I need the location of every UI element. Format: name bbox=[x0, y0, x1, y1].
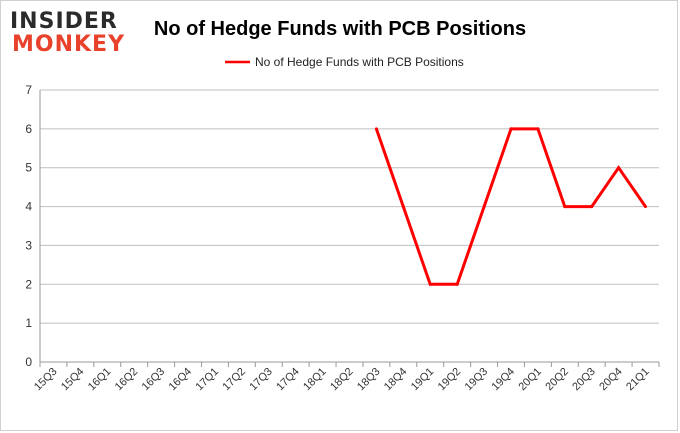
x-tick-label: 16Q1 bbox=[86, 366, 114, 394]
legend: No of Hedge Funds with PCB Positions bbox=[225, 55, 464, 69]
y-tick-label: 7 bbox=[25, 83, 32, 97]
x-tick-label: 19Q2 bbox=[436, 366, 464, 394]
x-tick-label: 17Q2 bbox=[220, 366, 248, 394]
x-tick-label: 20Q2 bbox=[543, 366, 571, 394]
data-point bbox=[374, 127, 378, 131]
x-axis-ticks: 15Q3 15Q4 16Q1 16Q2 16Q3 16Q4 17Q1 17Q2 17Q3 17Q4… bbox=[32, 366, 652, 394]
data-point bbox=[536, 127, 540, 131]
y-tick-label: 2 bbox=[25, 277, 32, 291]
x-tick-label: 17Q3 bbox=[247, 366, 275, 394]
x-tick-label: 18Q2 bbox=[328, 366, 356, 394]
y-tick-label: 4 bbox=[25, 200, 32, 214]
data-point bbox=[617, 166, 621, 170]
y-tick-label: 5 bbox=[25, 161, 32, 175]
x-tick-label: 19Q4 bbox=[490, 366, 518, 394]
data-point bbox=[401, 205, 405, 209]
grid bbox=[39, 89, 660, 367]
x-tick-label: 18Q1 bbox=[301, 366, 329, 394]
series-layer bbox=[374, 127, 647, 286]
x-tick-label: 21Q1 bbox=[624, 366, 652, 394]
y-tick-label: 0 bbox=[25, 355, 32, 369]
x-tick-label: 18Q4 bbox=[382, 366, 410, 394]
x-tick-label: 18Q3 bbox=[355, 366, 383, 394]
x-tick-label: 19Q3 bbox=[463, 366, 491, 394]
data-point bbox=[509, 127, 513, 131]
data-point bbox=[428, 282, 432, 286]
y-tick-label: 3 bbox=[25, 238, 32, 252]
data-point bbox=[590, 205, 594, 209]
y-axis-ticks: 0 1 2 3 4 5 6 7 bbox=[25, 83, 32, 369]
x-tick-label: 16Q2 bbox=[113, 366, 141, 394]
data-point bbox=[482, 205, 486, 209]
x-tick-label: 15Q3 bbox=[32, 366, 60, 394]
chart-title: No of Hedge Funds with PCB Positions bbox=[154, 18, 526, 40]
x-tick-label: 16Q3 bbox=[140, 366, 168, 394]
x-tick-label: 17Q4 bbox=[274, 366, 302, 394]
insider-monkey-logo: INSIDER MONKEY bbox=[10, 9, 125, 57]
legend-label: No of Hedge Funds with PCB Positions bbox=[255, 55, 464, 69]
x-tick-label: 20Q3 bbox=[570, 366, 598, 394]
y-tick-label: 1 bbox=[25, 316, 32, 330]
logo-line-1: INSIDER bbox=[10, 9, 118, 34]
x-tick-label: 19Q1 bbox=[409, 366, 437, 394]
data-point bbox=[563, 205, 567, 209]
y-tick-label: 6 bbox=[25, 122, 32, 136]
data-point bbox=[455, 282, 459, 286]
x-tick-label: 20Q1 bbox=[516, 366, 544, 394]
logo-line-2: MONKEY bbox=[12, 32, 125, 57]
x-tick-label: 15Q4 bbox=[59, 366, 87, 394]
data-point bbox=[644, 205, 647, 209]
x-tick-label: 16Q4 bbox=[167, 366, 195, 394]
x-tick-label: 20Q4 bbox=[597, 366, 625, 394]
x-tick-label: 17Q1 bbox=[194, 366, 222, 394]
